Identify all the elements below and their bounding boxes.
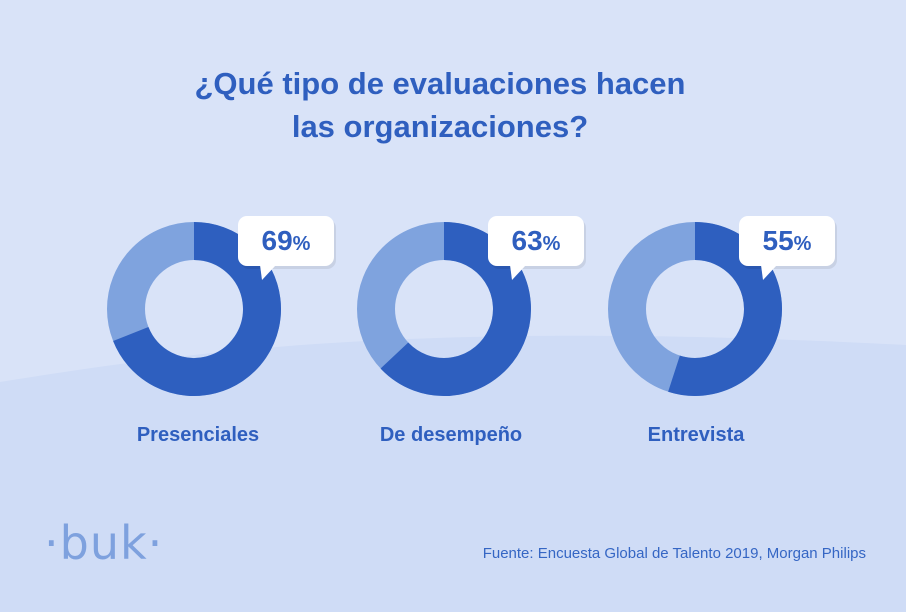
data-label-value: 55 <box>763 225 794 256</box>
bubble-body <box>739 216 835 266</box>
donut-entrevista: 55% <box>608 216 837 396</box>
bubble-tail <box>510 265 526 280</box>
data-label-unit: % <box>543 233 561 255</box>
bubble-body <box>238 216 334 266</box>
bubble-entrevista: 55% <box>739 216 837 280</box>
donut-value-de-desempeno <box>380 222 531 396</box>
buk-logo: ·buk· <box>44 516 164 570</box>
bubble-tail <box>761 265 777 280</box>
donut-de-desempeno: 63% <box>357 216 586 396</box>
donut-charts: 69% 63% 55% <box>107 216 837 396</box>
data-label-unit: % <box>293 233 311 255</box>
bubble-body <box>488 216 584 266</box>
data-label-value: 63 <box>512 225 543 256</box>
page-title: ¿Qué tipo de evaluaciones hacen las orga… <box>120 62 760 148</box>
bubble-tail <box>260 265 276 280</box>
data-label-presenciales: 69% <box>262 225 311 256</box>
data-label-value: 69 <box>262 225 293 256</box>
data-label-de-desempeno: 63% <box>512 225 561 256</box>
title-line-2: las organizaciones? <box>291 109 589 144</box>
donut-presenciales: 69% <box>107 216 336 396</box>
caption-de-desempeno: De desempeño <box>379 424 523 446</box>
bubble-de-desempeno: 63% <box>488 216 586 280</box>
bubble-presenciales: 69% <box>238 216 336 280</box>
donut-value-entrevista <box>668 222 782 396</box>
data-label-entrevista: 55% <box>763 225 812 256</box>
title-line-1: ¿Qué tipo de evaluaciones hacen <box>194 66 686 101</box>
caption-presenciales: Presenciales <box>136 424 260 446</box>
caption-entrevista: Entrevista <box>647 424 745 446</box>
source-note: Fuente: Encuesta Global de Talento 2019,… <box>482 545 866 562</box>
data-label-unit: % <box>794 233 812 255</box>
donut-value-presenciales <box>113 222 281 396</box>
